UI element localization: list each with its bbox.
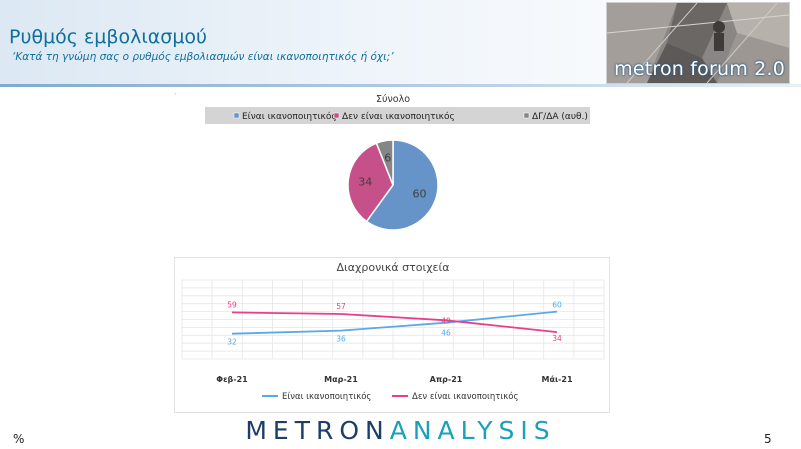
brand-main-text: METRON bbox=[245, 416, 390, 445]
pie-legend-background bbox=[205, 107, 590, 124]
pie-legend-label-3: ΔΓ/ΔΑ (αυθ.) bbox=[532, 112, 588, 122]
pie-legend-label-1: Είναι ικανοποιητικός bbox=[242, 111, 337, 122]
line-chart-x-ticks: Φεβ-21 Μαρ-21 Απρ-21 Μάι-21 bbox=[216, 375, 573, 384]
series-1-data-label: 36 bbox=[336, 335, 346, 344]
pie-stray-mark: ` bbox=[174, 93, 178, 101]
series-1-data-label: 32 bbox=[227, 338, 237, 347]
page-number: 5 bbox=[764, 432, 772, 446]
x-tick-label: Μάι-21 bbox=[541, 375, 572, 384]
line-chart-legend: Είναι ικανοποιητικός Δεν είναι ικανοποιητ… bbox=[262, 391, 518, 402]
metron-forum-logo: metron forum 2.0 bbox=[606, 2, 790, 84]
header-divider bbox=[0, 84, 801, 87]
pie-slice-3 bbox=[375, 139, 394, 186]
page-title: Ρυθμός εμβολιασμού bbox=[9, 26, 208, 48]
x-tick-label: Απρ-21 bbox=[430, 375, 463, 384]
line-chart-series: 32 36 46 60 59 57 49 34 bbox=[227, 300, 562, 346]
line-chart-grid bbox=[181, 279, 605, 360]
pie-data-label-3: 6 bbox=[384, 152, 391, 165]
pie-data-labels: 60 34 6 bbox=[358, 152, 426, 201]
pie-legend: Είναι ικανοποιητικός Δεν είναι ικανοποιητ… bbox=[233, 111, 588, 122]
pie-chart-title: Σύνολο bbox=[376, 94, 410, 105]
line-chart: Διαχρονικά στοιχεία 32 36 46 60 59 57 49 34 Φεβ… bbox=[174, 257, 610, 413]
series-line-1 bbox=[231, 310, 558, 335]
pie-chart: Σύνολο ` Είναι ικανοποιητικός Δεν είναι ι… bbox=[174, 93, 590, 231]
pie-data-label-2: 34 bbox=[358, 176, 372, 189]
series-2-data-label: 34 bbox=[552, 334, 562, 343]
pie-slice-1 bbox=[365, 139, 439, 231]
pie-data-label-1: 60 bbox=[413, 188, 427, 201]
pie-legend-swatch-2 bbox=[333, 112, 340, 119]
series-2-data-label: 59 bbox=[227, 300, 237, 309]
metron-analysis-logo: METRONANALYSIS bbox=[0, 416, 801, 445]
pie-slice-2 bbox=[347, 142, 394, 223]
brand-accent-text: ANALYSIS bbox=[389, 416, 556, 445]
series-line-2 bbox=[231, 311, 558, 333]
line-chart-title: Διαχρονικά στοιχεία bbox=[337, 261, 450, 274]
line-legend-label-2: Δεν είναι ικανοποιητικός bbox=[412, 391, 518, 402]
logo-photo-graphic bbox=[607, 3, 789, 83]
pie-legend-swatch-1 bbox=[233, 112, 240, 119]
line-legend-label-1: Είναι ικανοποιητικός bbox=[282, 391, 371, 402]
series-2-data-label: 57 bbox=[336, 302, 346, 311]
series-2-data-label: 49 bbox=[441, 316, 451, 325]
pie-legend-label-2: Δεν είναι ικανοποιητικός bbox=[342, 111, 455, 122]
x-tick-label: Φεβ-21 bbox=[216, 375, 248, 384]
series-1-data-label: 60 bbox=[552, 301, 562, 310]
logo-text: metron forum 2.0 bbox=[614, 58, 785, 80]
page-subtitle: ‘Κατά τη γνώμη σας ο ρυθμός εμβολιασμών … bbox=[12, 51, 394, 63]
pie-legend-swatch-3 bbox=[523, 112, 530, 119]
series-1-data-label: 46 bbox=[441, 329, 451, 338]
pie-slices bbox=[347, 139, 439, 231]
x-tick-label: Μαρ-21 bbox=[324, 375, 358, 384]
percent-sign: % bbox=[13, 432, 25, 446]
